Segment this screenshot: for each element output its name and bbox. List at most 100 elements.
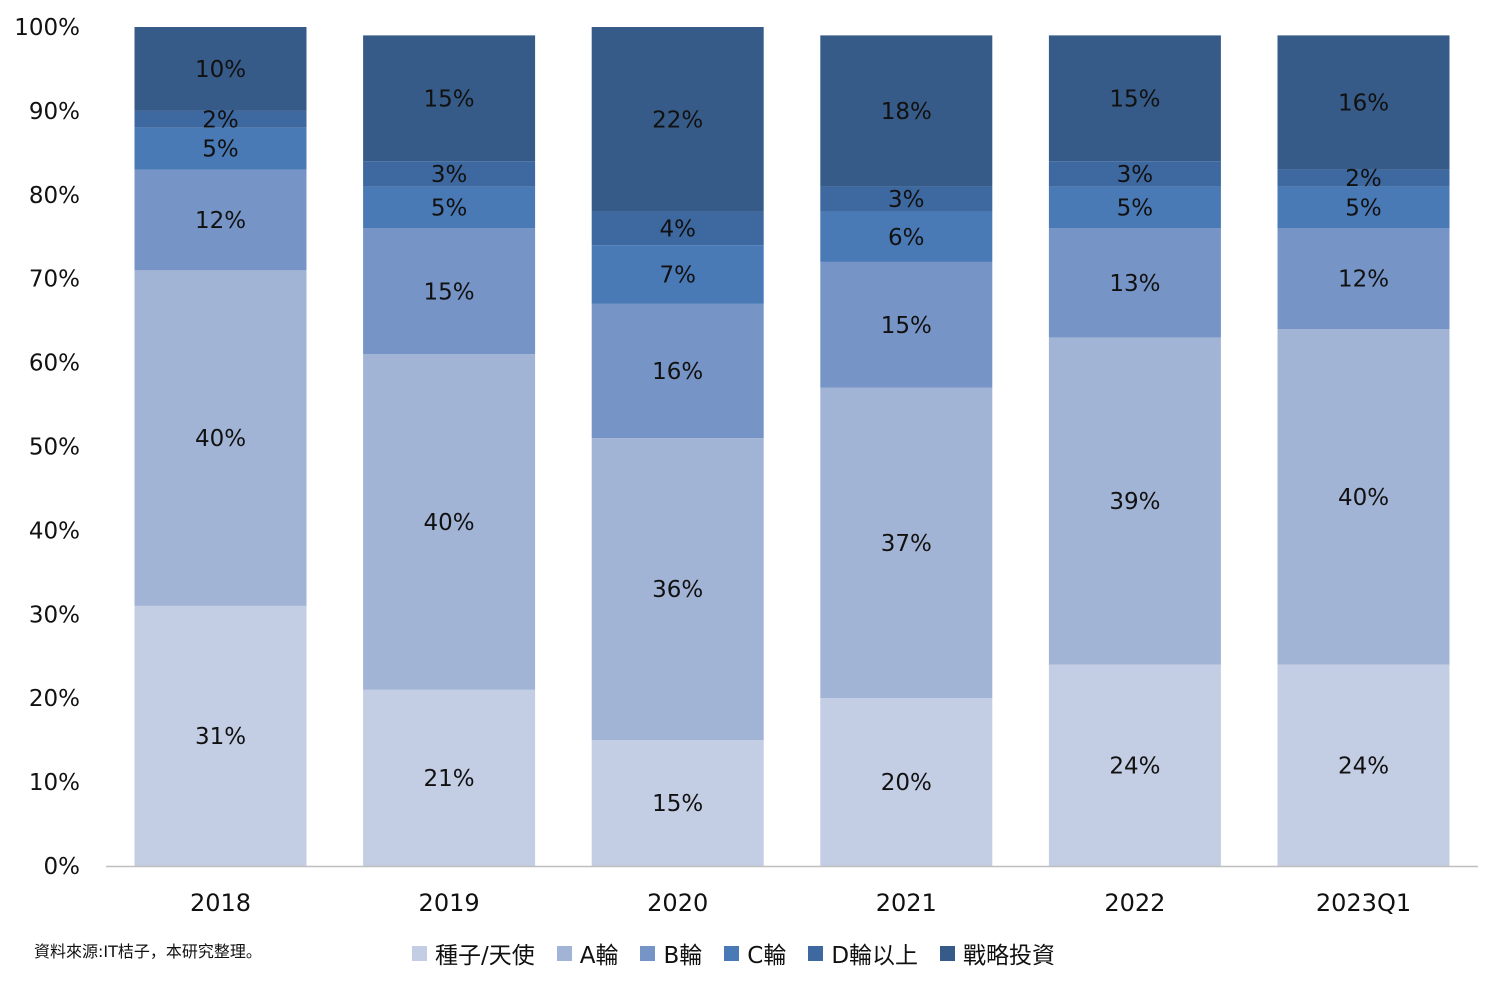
data-label: 39% bbox=[1109, 489, 1160, 515]
data-label: 18% bbox=[881, 99, 932, 125]
data-label: 24% bbox=[1338, 753, 1389, 779]
y-tick-label: 30% bbox=[29, 602, 80, 628]
y-tick-label: 90% bbox=[29, 99, 80, 125]
data-label: 24% bbox=[1109, 753, 1160, 779]
bar-segment bbox=[820, 211, 993, 262]
bar-segment bbox=[1277, 329, 1450, 665]
data-label: 5% bbox=[1117, 195, 1154, 221]
data-label: 7% bbox=[659, 263, 696, 289]
bar-segment bbox=[363, 228, 536, 355]
bar-segment bbox=[591, 303, 764, 439]
legend-label: C輪 bbox=[747, 943, 787, 969]
y-tick-label: 10% bbox=[29, 770, 80, 796]
bar-segment bbox=[134, 110, 307, 128]
data-label: 12% bbox=[1338, 267, 1389, 293]
bar-segment bbox=[820, 35, 993, 187]
data-label: 2% bbox=[202, 107, 239, 133]
bar-segment bbox=[1277, 228, 1450, 330]
legend-item: A輪 bbox=[556, 936, 619, 970]
bar-segment bbox=[820, 698, 993, 866]
data-label: 15% bbox=[881, 313, 932, 339]
bar-segment bbox=[1048, 35, 1221, 162]
y-tick-label: 0% bbox=[44, 854, 81, 880]
bar-segment bbox=[1048, 664, 1221, 866]
y-tick-label: 50% bbox=[29, 435, 80, 461]
data-label: 15% bbox=[424, 279, 475, 305]
y-tick-label: 80% bbox=[29, 183, 80, 209]
x-tick-label: 2021 bbox=[876, 889, 937, 917]
x-tick-label: 2020 bbox=[647, 889, 708, 917]
bar-segment bbox=[820, 387, 993, 699]
data-label: 20% bbox=[881, 770, 932, 796]
data-label: 5% bbox=[202, 137, 239, 163]
data-label: 10% bbox=[195, 57, 246, 83]
bar-segment bbox=[363, 186, 536, 229]
data-label: 5% bbox=[431, 195, 468, 221]
legend-swatch bbox=[724, 945, 740, 961]
y-tick-label: 100% bbox=[14, 15, 80, 41]
legend-swatch bbox=[640, 945, 656, 961]
x-tick-label: 2022 bbox=[1104, 889, 1165, 917]
data-label: 2% bbox=[1345, 166, 1382, 192]
data-label: 40% bbox=[1338, 485, 1389, 511]
legend-item: B輪 bbox=[640, 936, 702, 970]
legend-label: B輪 bbox=[663, 943, 703, 969]
bars bbox=[134, 27, 1450, 866]
legend-swatch bbox=[808, 945, 824, 961]
bar-segment bbox=[363, 689, 536, 866]
data-label: 3% bbox=[431, 162, 468, 188]
data-label: 5% bbox=[1345, 195, 1382, 221]
y-tick-label: 60% bbox=[29, 351, 80, 377]
source-note: 資料來源:IT桔子，本研究整理。 bbox=[34, 942, 262, 961]
legend-item: D輪以上 bbox=[808, 936, 918, 970]
legend-swatch bbox=[412, 945, 427, 961]
legend-swatch bbox=[940, 945, 956, 961]
bar-segment bbox=[1048, 337, 1221, 665]
bar-segment bbox=[591, 740, 764, 866]
x-tick-label: 2018 bbox=[190, 889, 251, 917]
legend-item: 戰略投資 bbox=[940, 936, 1055, 970]
data-label: 36% bbox=[652, 577, 703, 603]
bar-segment bbox=[134, 605, 307, 866]
x-tick-label: 2023Q1 bbox=[1316, 889, 1411, 917]
y-axis: 0% 10% 20% 30% 40% 50% 60% 70% 80% 90% 100% bbox=[14, 15, 80, 880]
y-tick-label: 70% bbox=[29, 267, 80, 293]
bar-segment bbox=[820, 261, 993, 388]
bar-segment bbox=[134, 270, 307, 606]
legend-label: A輪 bbox=[579, 943, 619, 969]
data-label: 15% bbox=[424, 86, 475, 112]
x-axis: 2018 2019 2020 2021 2022 2023Q1 bbox=[190, 889, 1411, 917]
bar-segment bbox=[591, 438, 764, 741]
bar-segment bbox=[1048, 161, 1221, 187]
bar-segment bbox=[1048, 186, 1221, 229]
data-label: 40% bbox=[195, 426, 246, 452]
data-label: 31% bbox=[195, 724, 246, 750]
y-tick-label: 40% bbox=[29, 518, 80, 544]
bar-segment bbox=[820, 186, 993, 212]
data-label: 4% bbox=[659, 216, 696, 242]
data-label: 6% bbox=[888, 225, 925, 251]
bar-segment bbox=[591, 27, 764, 212]
bar-segment bbox=[1048, 228, 1221, 338]
legend-label: D輪以上 bbox=[831, 943, 919, 969]
data-label: 16% bbox=[1338, 91, 1389, 117]
bar-segment bbox=[134, 169, 307, 271]
data-labels: 31% 40% 12% 5% 2% 10% 21% 40% 15% 5% 3% 15% 15% 36% 16… bbox=[195, 57, 1389, 817]
y-tick-label: 20% bbox=[29, 686, 80, 712]
bar-segment bbox=[1277, 186, 1450, 229]
legend-swatch bbox=[556, 945, 572, 961]
bar-segment bbox=[591, 245, 764, 304]
legend-item: 種子/天使 bbox=[412, 936, 535, 970]
data-label: 12% bbox=[195, 208, 246, 234]
data-label: 40% bbox=[424, 510, 475, 536]
bar-segment bbox=[363, 161, 536, 187]
data-label: 15% bbox=[652, 791, 703, 817]
data-label: 3% bbox=[888, 187, 925, 213]
bar-segment bbox=[1277, 664, 1450, 866]
data-label: 22% bbox=[652, 107, 703, 133]
bar-segment bbox=[363, 354, 536, 690]
legend-item: C輪 bbox=[724, 936, 786, 970]
bar-segment bbox=[134, 27, 307, 111]
bar-segment bbox=[591, 211, 764, 246]
data-label: 3% bbox=[1117, 162, 1154, 188]
